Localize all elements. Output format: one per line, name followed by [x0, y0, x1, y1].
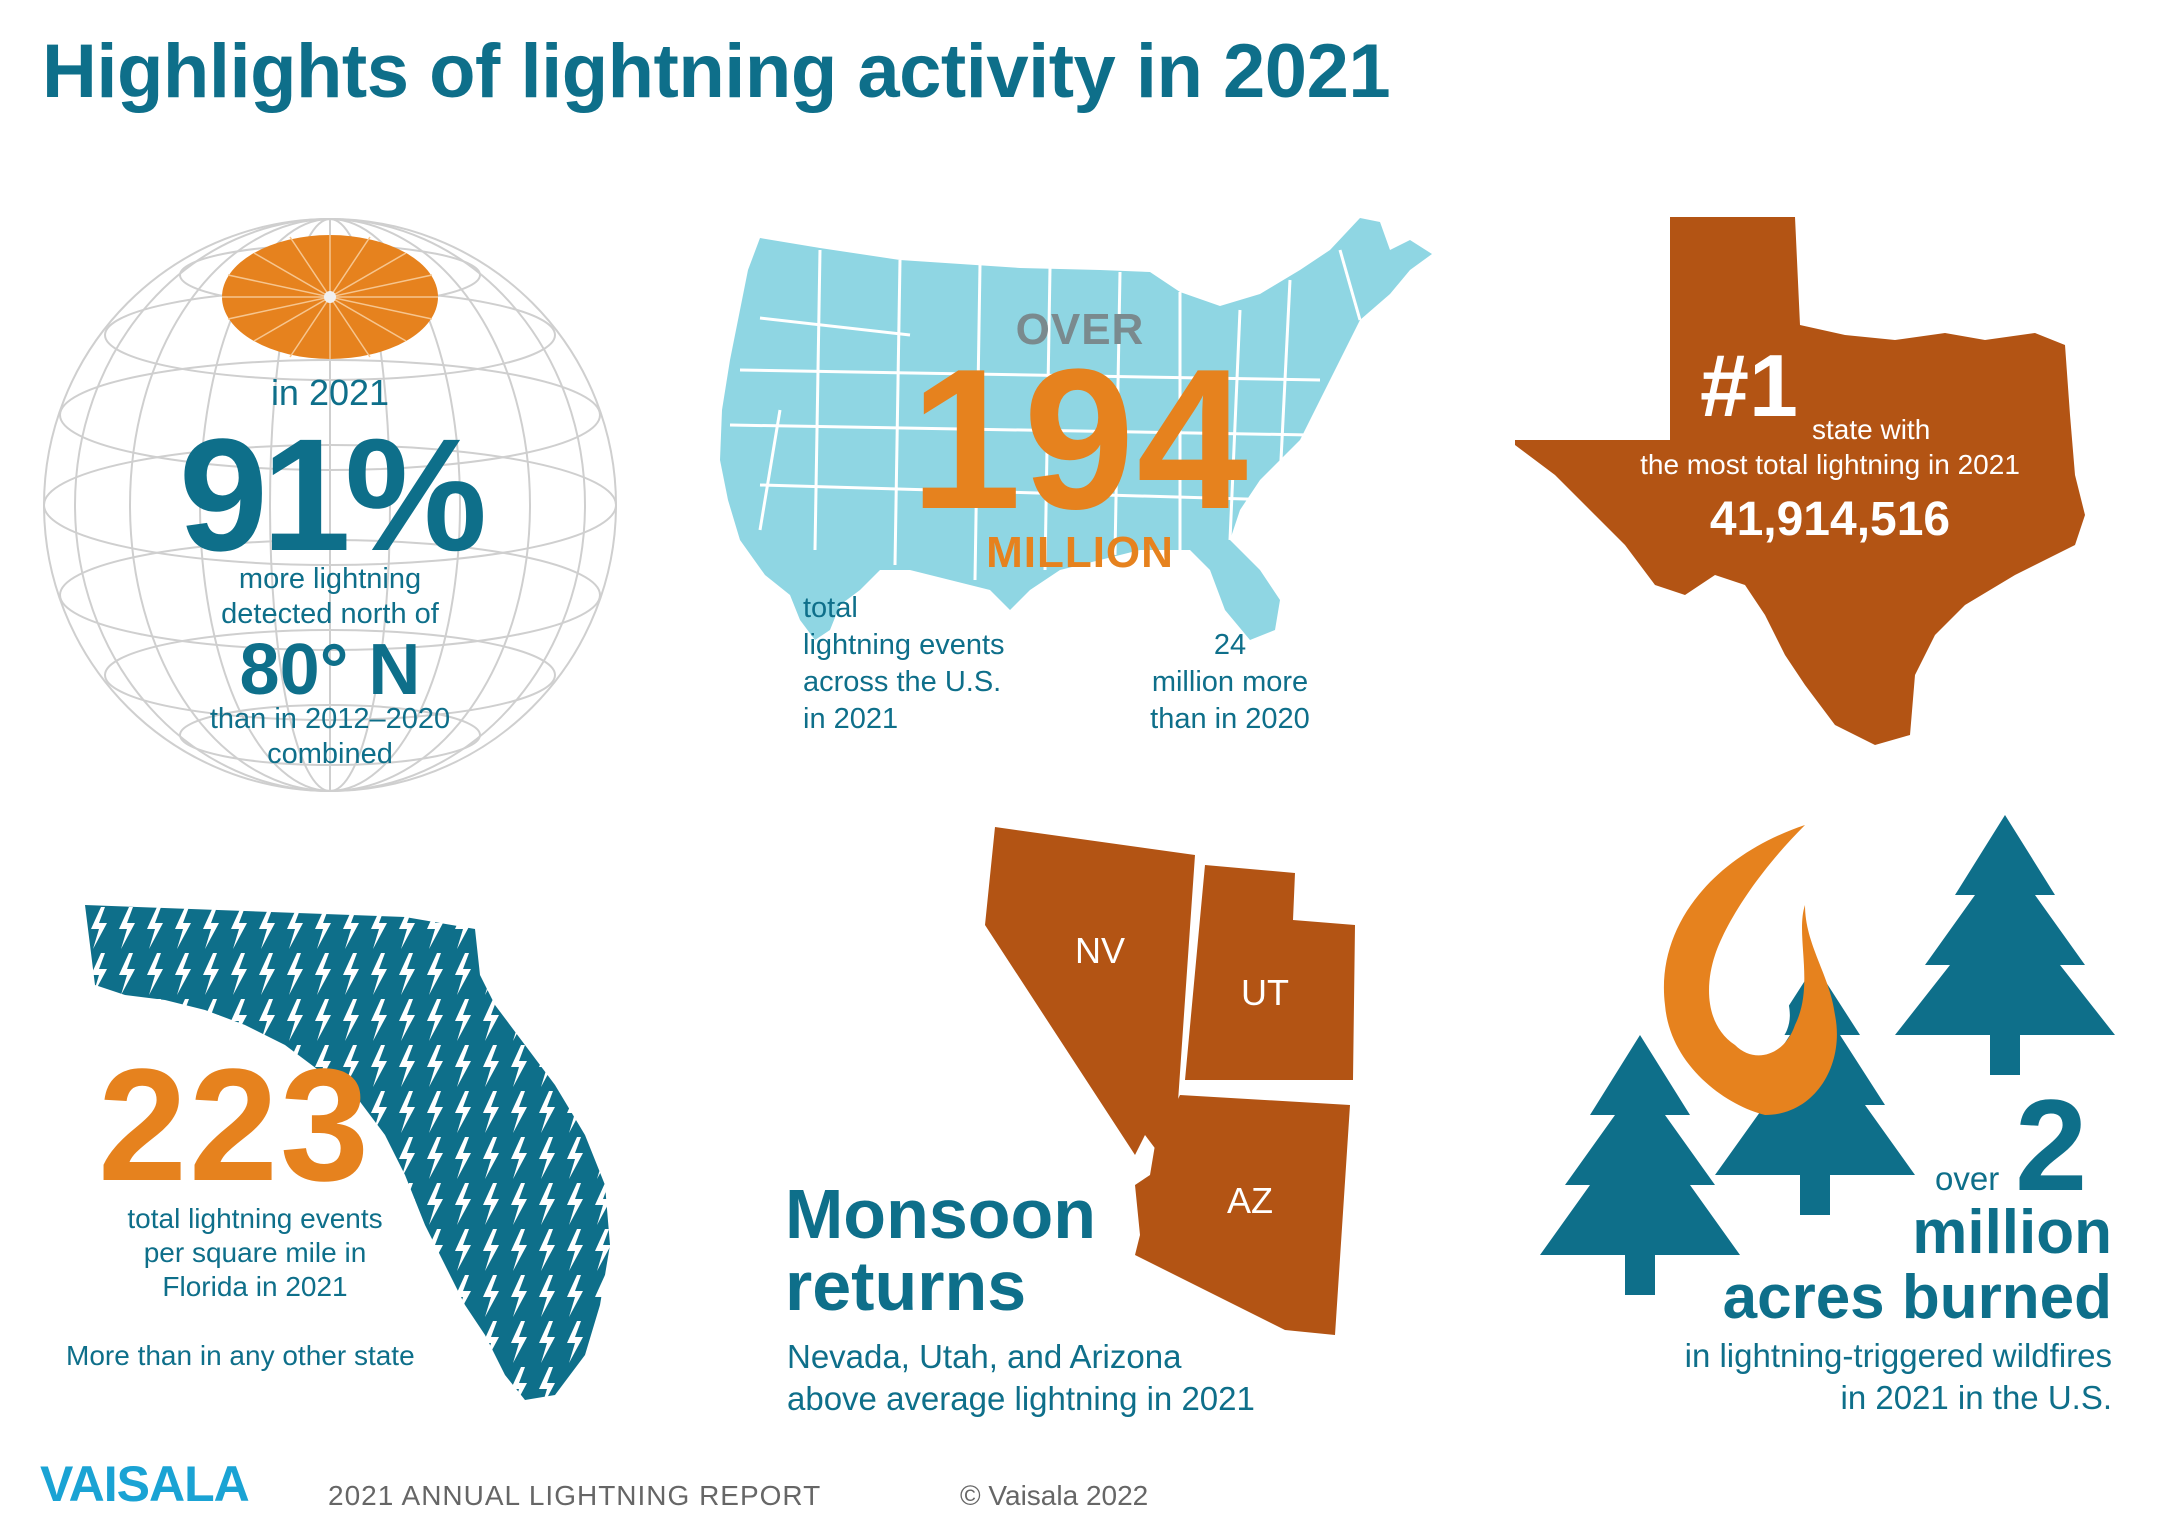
usa-map-icon	[720, 218, 1432, 640]
florida-number: 223	[98, 1035, 371, 1214]
forest-fire-icon	[1540, 815, 2115, 1295]
arizona-shape	[1135, 1095, 1350, 1335]
usa-more-3: than in 2020	[1150, 703, 1310, 735]
arctic-desc-1: more lightning	[238, 563, 422, 595]
texas-map-icon	[1515, 217, 2085, 745]
texas-line-2: the most total lightning in 2021	[1640, 449, 2020, 480]
arctic-desc-4: combined	[267, 738, 393, 770]
monsoon-line-2: above average lightning in 2021	[787, 1380, 1255, 1417]
usa-desc-3: across the U.S.	[803, 666, 1002, 698]
usa-desc-1: total	[803, 592, 858, 624]
florida-line-3: Florida in 2021	[162, 1271, 348, 1302]
wildfire-line-2: in 2021 in the U.S.	[1840, 1379, 2112, 1416]
monsoon-headline-1: Monsoon	[785, 1175, 1097, 1253]
monsoon-headline-2: returns	[785, 1247, 1027, 1325]
globe-icon	[43, 218, 617, 792]
wildfire-over: over	[1935, 1160, 2000, 1197]
arctic-percent: 91%	[178, 405, 487, 584]
usa-desc: total lightning events across the U.S. i…	[803, 590, 1103, 738]
florida-note: More than in any other state	[66, 1340, 415, 1371]
wildfire-unit: million	[1912, 1198, 2112, 1267]
texas-rank: #1	[1700, 336, 1798, 435]
wildfire-headline: acres burned	[1722, 1263, 2112, 1332]
state-label-az: AZ	[1226, 1180, 1273, 1221]
arctic-year-label: in 2021	[270, 372, 390, 413]
wildfire-number: 2	[2015, 1072, 2088, 1218]
monsoon-line-1: Nevada, Utah, and Arizona	[787, 1338, 1182, 1375]
florida-line-1: total lightning events	[127, 1203, 383, 1234]
usa-more-2: million more	[1151, 666, 1309, 698]
usa-unit: MILLION	[986, 528, 1174, 577]
usa-number: 194	[910, 328, 1250, 551]
usa-more-1: 24	[1213, 629, 1247, 661]
arctic-latitude: 80° N	[239, 630, 421, 710]
state-label-ut: UT	[1241, 972, 1289, 1013]
usa-desc-4: in 2021	[803, 703, 899, 735]
usa-more: 24 million more than in 2020	[1110, 627, 1350, 738]
usa-desc-2: lightning events	[803, 629, 1005, 661]
arctic-desc-2: detected north of	[221, 598, 439, 630]
page-title: Highlights of lightning activity in 2021	[42, 29, 1391, 114]
copyright: © Vaisala 2022	[960, 1480, 1149, 1511]
report-name: 2021 ANNUAL LIGHTNING REPORT	[328, 1480, 822, 1511]
arctic-desc-3: than in 2012–2020	[209, 703, 451, 735]
pine-tree-icon	[1895, 815, 2115, 1075]
flame-icon	[1663, 825, 1837, 1115]
southwest-states-map-icon	[985, 827, 1355, 1335]
texas-line-1: state with	[1812, 414, 1931, 445]
wildfire-line-1: in lightning-triggered wildfires	[1684, 1337, 2112, 1374]
pine-tree-icon	[1540, 1035, 1740, 1295]
usa-over: OVER	[1015, 305, 1145, 354]
vaisala-logo: VAISALA	[40, 1456, 250, 1512]
texas-value: 41,914,516	[1709, 493, 1951, 546]
utah-shape	[1185, 865, 1355, 1080]
florida-line-2: per square mile in	[143, 1237, 367, 1268]
nevada-shape	[985, 827, 1195, 1155]
state-label-nv: NV	[1074, 930, 1125, 971]
florida-map-icon	[85, 905, 610, 1400]
